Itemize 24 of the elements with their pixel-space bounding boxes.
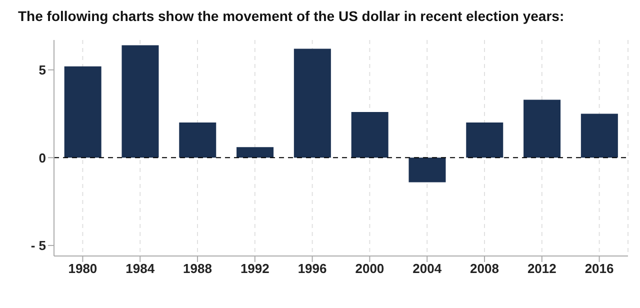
bar <box>351 112 388 158</box>
x-tick-label: 1984 <box>126 261 156 276</box>
x-tick-label: 1980 <box>68 261 98 276</box>
bar <box>294 48 331 158</box>
bar <box>524 100 561 158</box>
x-tick-label: 2004 <box>412 261 442 276</box>
bar <box>122 45 159 158</box>
bar <box>580 114 618 158</box>
x-tick-label: 2012 <box>527 261 556 276</box>
x-tick-label: 1996 <box>298 261 327 276</box>
bar <box>466 122 504 158</box>
x-tick-label: 2016 <box>584 261 614 276</box>
x-tick-label: 2000 <box>355 261 384 276</box>
y-tick-label: 0 <box>38 150 46 166</box>
x-tick-label: 2008 <box>470 261 499 276</box>
chart-title: The following charts show the movement of the US dollar in recent election years: <box>18 8 566 24</box>
y-tick-label: - 5 <box>30 238 46 254</box>
bar <box>179 122 216 158</box>
bar <box>64 66 102 158</box>
bar <box>236 147 274 158</box>
bar <box>408 158 446 182</box>
x-tick-label: 1988 <box>183 261 212 276</box>
x-tick-label: 1992 <box>240 261 270 276</box>
y-tick-label: 5 <box>38 62 46 78</box>
